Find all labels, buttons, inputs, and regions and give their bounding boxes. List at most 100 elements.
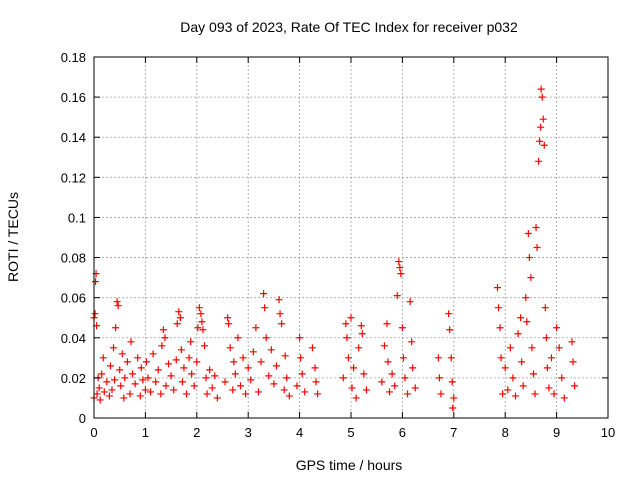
data-point [342,320,350,328]
data-point [170,386,178,394]
data-point [529,370,537,378]
data-point [254,388,262,396]
y-tick-label: 0.1 [68,210,86,225]
data-point [538,93,546,101]
data-point [267,346,275,354]
data-point [173,320,181,328]
y-axis-label: ROTI / TECUs [5,192,21,282]
data-point [435,374,443,382]
data-point [511,392,519,400]
x-tick-label: 9 [553,425,560,440]
data-point [401,374,409,382]
data-point [201,342,209,350]
data-points [90,85,579,412]
data-point [176,314,184,322]
data-point [117,382,125,390]
data-point [178,378,186,386]
data-point [531,390,539,398]
x-tick-label: 6 [399,425,406,440]
data-point [437,390,445,398]
data-point [514,330,522,338]
data-point [391,382,399,390]
data-point [497,354,505,362]
data-point [395,258,403,266]
data-point [199,326,207,334]
data-point [242,390,250,398]
data-point [446,326,454,334]
data-point [206,366,214,374]
data-point [226,344,234,352]
data-point [149,350,157,358]
data-point [537,85,545,93]
data-point [183,390,191,398]
data-point [211,372,219,380]
data-point [296,334,304,342]
x-tick-label: 1 [142,425,149,440]
data-point [231,370,239,378]
data-point [105,392,113,400]
data-point [399,354,407,362]
data-point [134,354,142,362]
data-point [495,304,503,312]
data-point [571,382,579,390]
data-point [537,123,545,131]
data-point [386,388,394,396]
data-point [131,380,139,388]
data-point [524,229,532,237]
data-point [177,346,185,354]
data-point [348,384,356,392]
data-point [120,394,128,402]
data-point [545,384,553,392]
data-point [352,394,360,402]
data-point [114,302,122,310]
data-point [272,362,280,370]
data-point [195,304,203,312]
data-point [308,344,316,352]
data-point [127,338,135,346]
data-point [197,310,205,318]
data-point [194,324,202,332]
data-point [116,366,124,374]
data-point [244,364,252,372]
data-point [297,354,305,362]
data-point [283,374,291,382]
data-point [525,254,533,262]
data-point [275,296,283,304]
y-tick-label: 0.12 [61,170,86,185]
data-point [142,358,150,366]
data-point [262,334,270,342]
data-point [91,310,99,318]
data-point [234,334,242,342]
data-point [449,404,457,412]
x-axis-label: GPS time / hours [296,457,403,473]
data-point [408,338,416,346]
data-point [92,278,100,286]
data-point [293,382,301,390]
data-point [110,344,118,352]
data-point [261,304,269,312]
data-point [447,354,455,362]
data-point [347,314,355,322]
axis-ticks [93,56,609,419]
y-tick-label: 0.14 [61,130,86,145]
data-point [355,344,363,352]
data-point [249,348,257,356]
data-point [518,358,526,366]
data-point [276,310,284,318]
data-point [448,378,456,386]
data-point [357,322,365,330]
data-point [229,386,237,394]
data-point [536,137,544,145]
data-point [501,364,509,372]
data-point [406,298,414,306]
data-point [343,334,351,342]
data-point [281,352,289,360]
data-point [541,304,549,312]
x-tick-label: 4 [296,425,303,440]
data-point [380,342,388,350]
data-point [188,370,196,378]
data-point [185,354,193,362]
data-point [270,380,278,388]
data-point [358,330,366,338]
